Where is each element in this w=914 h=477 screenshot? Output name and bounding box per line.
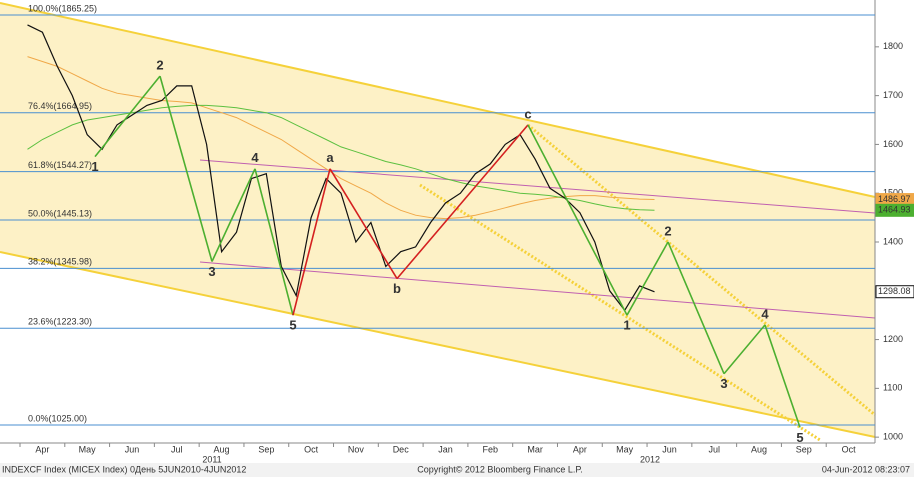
x-tick-label: Oct — [304, 444, 319, 454]
x-tick-label: Mar — [527, 444, 543, 454]
value-tag-label: 1486.97 — [878, 194, 911, 204]
wave-label: 2 — [664, 223, 671, 238]
y-tick-label: 1600 — [883, 139, 903, 149]
x-tick-label: Aug — [214, 444, 230, 454]
y-tick-label: 1500 — [883, 188, 903, 198]
wave-line — [723, 324, 766, 375]
wave-label: 3 — [720, 376, 727, 391]
fib-label: 38.2%(1345.98) — [28, 257, 92, 267]
x-tick-label: Nov — [348, 444, 365, 454]
wave-line — [292, 168, 331, 316]
footer-center: Copyright© 2012 Bloomberg Finance L.P. — [417, 464, 583, 474]
fib-label: 100.0%(1865.25) — [28, 3, 97, 13]
wave-line — [527, 124, 628, 316]
x-tick-label: May — [616, 444, 634, 454]
wave-label: 5 — [796, 430, 803, 445]
y-tick-label: 1700 — [883, 90, 903, 100]
x-tick-label: Apr — [35, 444, 49, 454]
x-tick-label: Jan — [438, 444, 453, 454]
wave-line — [329, 168, 398, 279]
channel-line — [0, 2, 876, 198]
y-tick-label: 1100 — [883, 383, 902, 393]
year-label: 2012 — [640, 454, 660, 464]
fib-label: 61.8%(1544.27) — [28, 160, 92, 170]
channel-line — [527, 123, 876, 417]
wave-line — [764, 324, 801, 428]
wave-label: 4 — [251, 150, 259, 165]
y-tick-label: 1800 — [883, 41, 903, 51]
value-tag — [875, 285, 914, 299]
fib-label: 76.4%(1664.95) — [28, 101, 92, 111]
wave-label: b — [393, 281, 401, 296]
wave-label: c — [524, 106, 531, 121]
x-tick-label: Dec — [393, 444, 410, 454]
price-line — [27, 24, 655, 312]
wave-line — [159, 75, 213, 262]
channel-line — [419, 183, 821, 442]
trend-line — [199, 261, 876, 319]
fib-label: 0.0%(1025.00) — [28, 413, 87, 423]
wave-label: 4 — [761, 306, 769, 321]
x-tick-label: Jul — [171, 444, 183, 454]
moving-average — [27, 56, 655, 220]
x-tick-label: Jun — [125, 444, 140, 454]
footer-left: INDEXCF Index (MICEX Index) 0Дeнь 5JUN20… — [2, 464, 246, 474]
value-tag — [875, 203, 914, 217]
wave-label: 3 — [208, 264, 215, 279]
value-tag-label: 1298.08 — [878, 286, 911, 296]
x-tick-label: Sep — [796, 444, 812, 454]
moving-average — [27, 104, 655, 211]
x-tick-label: Sep — [258, 444, 274, 454]
channel-line — [0, 251, 876, 438]
y-tick-label: 1200 — [883, 334, 903, 344]
x-tick-label: Jun — [662, 444, 677, 454]
wave-line — [396, 124, 529, 280]
y-tick-label: 1400 — [883, 236, 903, 246]
wave-label: a — [326, 150, 334, 165]
year-label: 2011 — [202, 454, 221, 464]
x-tick-label: Oct — [842, 444, 857, 454]
x-tick-label: Jul — [708, 444, 720, 454]
wave-label: 1 — [91, 159, 98, 174]
y-tick-label: 1000 — [883, 432, 903, 442]
wave-line — [211, 168, 256, 262]
fib-label: 23.6%(1223.30) — [28, 317, 92, 327]
footer-right: 04-Jun-2012 08:23:07 — [822, 464, 910, 474]
x-tick-label: Feb — [483, 444, 499, 454]
wave-line — [94, 75, 161, 158]
wave-line — [254, 168, 294, 316]
x-tick-label: May — [79, 444, 97, 454]
fib-label: 50.0%(1445.13) — [28, 208, 92, 218]
footer-band — [0, 463, 914, 477]
wave-label: 1 — [623, 318, 630, 333]
value-tag-label: 1464.93 — [878, 205, 911, 215]
wave-label: 2 — [156, 58, 163, 73]
x-tick-label: Apr — [573, 444, 587, 454]
wave-line — [667, 241, 725, 375]
x-tick-label: Aug — [751, 444, 767, 454]
trend-line — [199, 159, 876, 214]
wave-line — [626, 241, 669, 316]
wave-label: 5 — [289, 318, 296, 333]
